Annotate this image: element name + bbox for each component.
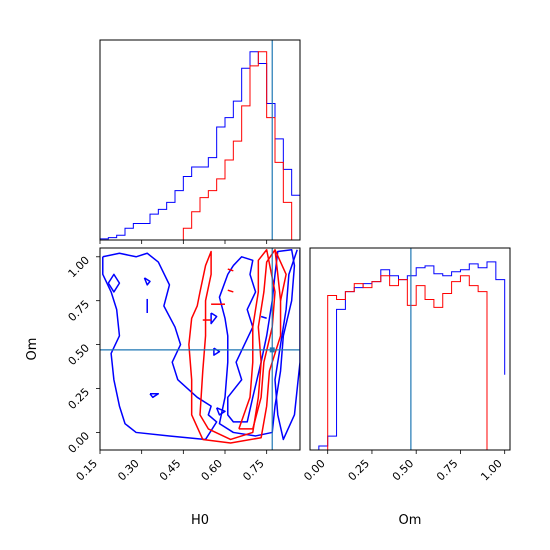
- scatter-truth-marker: [269, 347, 275, 353]
- contour-blue-8: [210, 312, 218, 325]
- h0-hist-series-blue: [99, 51, 301, 240]
- scatter-ytick-label-4: 1.00: [66, 254, 93, 281]
- contour-blue-9: [215, 407, 226, 416]
- om-hist-xtick-label-0: 0.00: [301, 457, 328, 484]
- scatter-x-axis-label: H0: [191, 513, 209, 528]
- contour-red-0: [188, 249, 282, 444]
- om-hist-x-axis-label: Om: [399, 513, 422, 528]
- om-hist-xtick-label-4: 1.00: [478, 457, 505, 484]
- om-hist-xtick-label-1: 0.25: [346, 457, 373, 484]
- om-hist-frame: [309, 247, 511, 451]
- contour-blue-0: [102, 252, 218, 441]
- scatter-xtick-label-2: 0.45: [157, 457, 184, 484]
- scatter-ytick-label-3: 0.75: [66, 298, 93, 325]
- scatter-ytick-label-1: 0.25: [66, 385, 93, 412]
- contour-red-5: [227, 268, 234, 272]
- contour-blue-2: [274, 249, 300, 441]
- h0-hist-frame: [99, 39, 301, 241]
- contour-red-1: [238, 249, 276, 430]
- scatter-xtick-label-0: 0.15: [74, 457, 101, 484]
- om-hist-series-red: [327, 275, 496, 451]
- om-hist-xtick-label-2: 0.50: [390, 457, 417, 484]
- contour-red-6: [227, 289, 234, 293]
- scatter-ytick-label-2: 0.50: [66, 342, 93, 369]
- contour-red-2: [274, 249, 287, 301]
- scatter-xtick-label-1: 0.30: [115, 457, 142, 484]
- scatter-ytick-label-0: 0.00: [66, 429, 93, 456]
- om-hist-xtick-label-3: 0.75: [434, 457, 461, 484]
- h0-hist-series-red: [182, 51, 293, 240]
- contour-blue-4: [143, 277, 151, 286]
- scatter-xtick-label-4: 0.75: [240, 457, 267, 484]
- scatter-y-axis-label: Om: [25, 338, 40, 361]
- contour-blue-3: [107, 273, 121, 293]
- om-hist-series-blue: [318, 261, 506, 450]
- contour-blue-10: [260, 315, 267, 319]
- scatter-xtick-label-3: 0.60: [199, 457, 226, 484]
- scatter-frame: [99, 247, 301, 451]
- contour-blue-7: [213, 347, 221, 356]
- contour-blue-6: [149, 393, 160, 399]
